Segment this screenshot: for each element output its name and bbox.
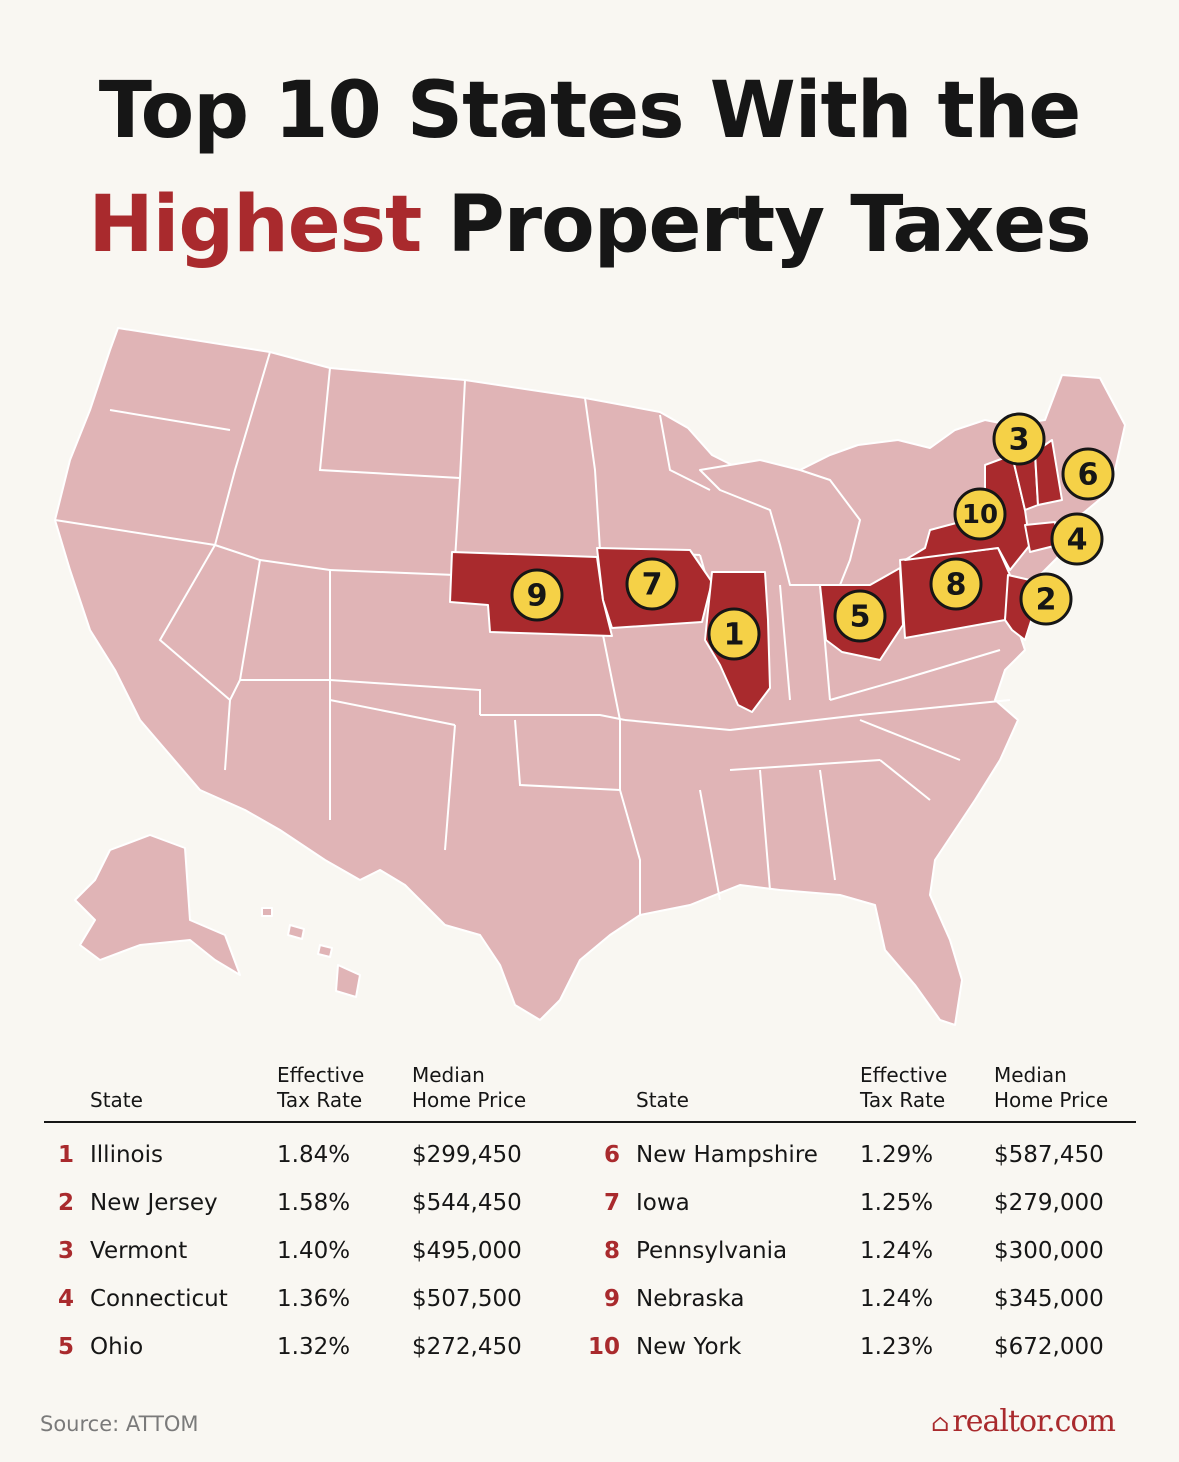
new-hampshire-shape (1034, 439, 1063, 506)
chart-title-line-1: Top 10 States With the (98, 66, 1081, 156)
header-state-right: State (636, 1088, 689, 1112)
row-price: $299,450 (412, 1142, 522, 1168)
header-price-right: Median Home Price (994, 1063, 1108, 1113)
header-rate-line2: Tax Rate (860, 1088, 946, 1112)
row-state: Vermont (90, 1238, 188, 1264)
badge-rank-2: 2 (1019, 572, 1073, 626)
row-price: $300,000 (994, 1238, 1104, 1264)
row-rank: 3 (57, 1238, 74, 1264)
row-state: New Hampshire (636, 1142, 818, 1168)
header-divider (44, 1121, 1136, 1123)
badge-label: 7 (642, 568, 663, 603)
realtor-logo: ⌂ realtor.com (931, 1404, 1116, 1439)
badge-rank-7: 7 (625, 557, 679, 611)
hawaii (261, 907, 273, 917)
hawaii-big-island (335, 964, 361, 998)
badge-rank-8: 8 (929, 557, 983, 611)
row-rate: 1.24% (860, 1286, 934, 1312)
row-rank: 6 (603, 1142, 620, 1168)
header-rate-line1: Effective (860, 1063, 948, 1087)
header-rate-line1: Effective (277, 1063, 365, 1087)
row-price: $672,000 (994, 1334, 1104, 1360)
badge-label: 5 (850, 600, 871, 635)
row-rate: 1.40% (277, 1238, 351, 1264)
row-rate: 1.32% (277, 1334, 351, 1360)
row-state: Connecticut (90, 1286, 228, 1312)
badge-rank-9: 9 (510, 568, 564, 622)
row-price: $345,000 (994, 1286, 1104, 1312)
header-price-line1: Median (412, 1063, 485, 1087)
row-rank: 7 (603, 1190, 620, 1216)
header-price-line1: Median (994, 1063, 1067, 1087)
row-state: Ohio (90, 1334, 144, 1360)
header-price-line2: Home Price (412, 1088, 527, 1112)
chart-title-line-2: Highest Property Taxes (0, 186, 1179, 264)
row-rank: 8 (603, 1238, 620, 1264)
badge-label: 8 (946, 568, 967, 603)
state-borders (54, 351, 1011, 915)
badge-rank-10: 10 (953, 487, 1007, 541)
badge-rank-1: 1 (707, 607, 761, 661)
row-state: New Jersey (90, 1190, 218, 1216)
row-rank: 9 (603, 1286, 620, 1312)
row-price: $272,450 (412, 1334, 522, 1360)
badge-rank-5: 5 (833, 589, 887, 643)
row-price: $495,000 (412, 1238, 522, 1264)
row-price: $544,450 (412, 1190, 522, 1216)
row-rank: 2 (57, 1190, 74, 1216)
badge-label: 10 (962, 500, 998, 530)
header-rate-right: Effective Tax Rate (860, 1063, 947, 1113)
source-note: Source: ATTOM (40, 1412, 199, 1436)
row-state: Illinois (90, 1142, 163, 1168)
badge-label: 4 (1067, 523, 1088, 558)
row-rank: 10 (587, 1334, 620, 1360)
row-state: Pennsylvania (636, 1238, 788, 1264)
row-rate: 1.24% (860, 1238, 934, 1264)
row-rate: 1.58% (277, 1190, 351, 1216)
badge-label: 9 (527, 579, 548, 614)
logo-text: realtor.com (952, 1404, 1116, 1439)
row-rate: 1.25% (860, 1190, 934, 1216)
alaska (74, 834, 241, 976)
row-rank: 4 (57, 1286, 74, 1312)
row-price: $279,000 (994, 1190, 1104, 1216)
row-rank: 1 (57, 1142, 74, 1168)
header-rate-left: Effective Tax Rate (277, 1063, 364, 1113)
hawaii-island-2 (287, 924, 305, 940)
row-state: Nebraska (636, 1286, 745, 1312)
row-price: $587,450 (994, 1142, 1104, 1168)
header-price-left: Median Home Price (412, 1063, 526, 1113)
us-mainland (54, 327, 1126, 1026)
row-state: New York (636, 1334, 742, 1360)
badge-label: 1 (724, 618, 745, 653)
title-highlight: Highest (88, 180, 422, 270)
us-map: 1 2 3 4 5 6 7 8 9 10 (54, 327, 1126, 1026)
row-rate: 1.84% (277, 1142, 351, 1168)
row-rate: 1.29% (860, 1142, 934, 1168)
badge-rank-6: 6 (1061, 447, 1115, 501)
header-rate-line2: Tax Rate (277, 1088, 363, 1112)
row-rate: 1.36% (277, 1286, 351, 1312)
house-icon: ⌂ (931, 1409, 949, 1437)
badge-rank-4: 4 (1050, 512, 1104, 566)
badge-label: 3 (1009, 423, 1030, 458)
badge-label: 6 (1078, 458, 1099, 493)
row-rate: 1.23% (860, 1334, 934, 1360)
badge-rank-3: 3 (992, 412, 1046, 466)
row-rank: 5 (57, 1334, 74, 1360)
header-state-left: State (90, 1088, 143, 1112)
row-price: $507,500 (412, 1286, 522, 1312)
row-state: Iowa (636, 1190, 690, 1216)
hawaii-island-3 (317, 944, 333, 958)
header-price-line2: Home Price (994, 1088, 1109, 1112)
badge-label: 2 (1036, 583, 1057, 618)
title-rest: Property Taxes (447, 180, 1092, 270)
